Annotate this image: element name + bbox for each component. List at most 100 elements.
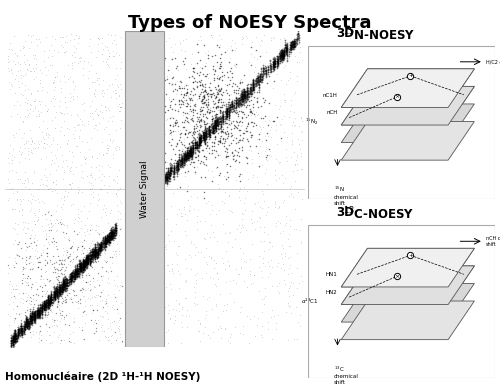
Point [46, 185, 54, 191]
Point [185, 150, 193, 156]
Point [34, 308, 42, 315]
Point [292, 39, 300, 46]
Point [28, 139, 36, 145]
Point [238, 323, 246, 329]
Point [82, 279, 90, 286]
Point [26, 315, 34, 321]
Point [238, 135, 246, 141]
Point [56, 128, 64, 134]
Point [166, 115, 174, 122]
Point [168, 266, 176, 272]
Point [76, 269, 84, 275]
Point [243, 93, 251, 99]
Point [196, 135, 204, 142]
Point [63, 141, 71, 147]
Point [9, 333, 17, 339]
Point [48, 188, 56, 194]
Text: $^{13}$C-NOESY: $^{13}$C-NOESY [343, 206, 414, 223]
Point [38, 129, 46, 135]
Point [61, 284, 69, 290]
Point [205, 124, 213, 130]
Point [219, 98, 227, 105]
Point [20, 44, 28, 50]
Point [200, 132, 207, 138]
Point [276, 56, 283, 63]
Point [56, 292, 64, 298]
Point [102, 238, 110, 244]
Point [40, 305, 48, 312]
Point [34, 304, 42, 310]
Point [233, 100, 241, 106]
Point [108, 231, 116, 237]
Point [90, 254, 98, 260]
Point [20, 322, 28, 328]
Point [58, 158, 66, 164]
Point [96, 245, 104, 251]
Point [228, 103, 235, 109]
Point [65, 167, 73, 173]
Point [189, 134, 197, 141]
Point [92, 251, 100, 257]
Point [28, 281, 36, 287]
Point [43, 260, 51, 266]
Point [202, 102, 209, 108]
Point [198, 275, 205, 281]
Point [239, 92, 247, 98]
Point [164, 167, 172, 173]
Point [294, 33, 302, 39]
Point [58, 257, 66, 263]
Point [162, 174, 170, 180]
Point [74, 270, 82, 276]
Point [208, 128, 216, 134]
Point [260, 99, 268, 105]
Point [66, 245, 74, 251]
Point [50, 292, 58, 298]
Point [162, 174, 170, 180]
Point [19, 42, 27, 49]
Point [52, 287, 60, 293]
Point [209, 115, 217, 121]
Point [200, 134, 207, 140]
Point [192, 280, 200, 286]
Point [186, 150, 194, 156]
Point [201, 137, 209, 144]
Point [112, 248, 120, 254]
Point [58, 295, 66, 301]
Point [60, 284, 68, 290]
Point [267, 314, 275, 320]
Point [166, 127, 174, 133]
Point [48, 52, 56, 59]
Point [188, 143, 196, 149]
Point [241, 92, 249, 98]
Point [248, 88, 256, 94]
Point [32, 313, 40, 319]
Point [217, 104, 225, 110]
Point [48, 302, 56, 308]
Point [178, 139, 186, 145]
Point [26, 320, 34, 326]
Point [162, 246, 170, 252]
Point [73, 275, 81, 281]
Point [112, 222, 120, 228]
Point [206, 274, 214, 280]
Point [80, 308, 88, 314]
Point [276, 54, 284, 60]
Point [110, 232, 118, 238]
Point [44, 300, 52, 306]
Point [66, 165, 74, 171]
Point [54, 290, 62, 296]
Point [214, 325, 222, 332]
Point [288, 45, 296, 51]
Point [224, 101, 232, 107]
Point [181, 153, 189, 159]
Point [42, 303, 50, 310]
Point [114, 216, 122, 222]
Point [262, 147, 270, 154]
Point [76, 229, 84, 235]
Point [50, 288, 58, 295]
Point [249, 80, 257, 86]
Point [10, 334, 18, 340]
Point [53, 283, 61, 289]
Point [79, 260, 87, 266]
Point [74, 272, 82, 278]
